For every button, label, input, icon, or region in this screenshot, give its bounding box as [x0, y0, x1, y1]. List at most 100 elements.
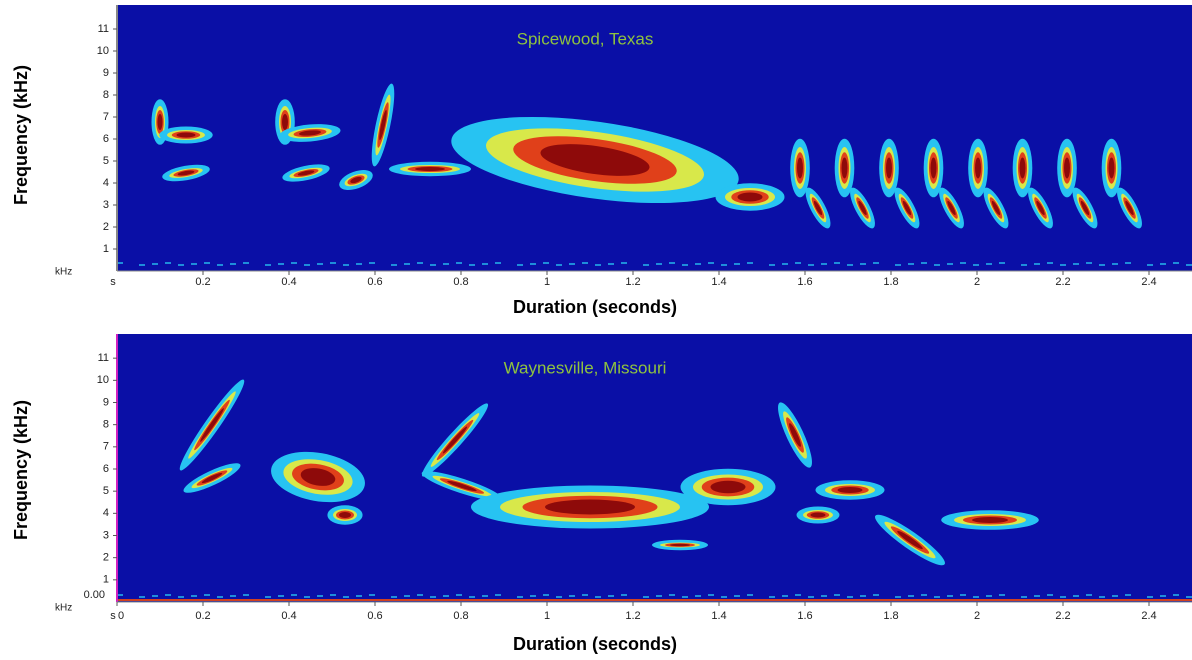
noise [278, 595, 284, 597]
x-tick-label: 1.6 [797, 610, 812, 622]
noise [708, 594, 714, 596]
noise [430, 596, 436, 598]
y-tick-label: 8 [103, 89, 109, 101]
noise [404, 595, 410, 597]
x-tick-label: 2.4 [1141, 276, 1156, 288]
noise [1073, 263, 1079, 265]
syllable [972, 517, 1008, 523]
x-tick-label: 0.4 [281, 276, 296, 288]
syllable [157, 114, 163, 130]
x-tick-label: 0.6 [367, 276, 382, 288]
noise [908, 263, 914, 265]
noise [782, 263, 788, 265]
y-axis-label: Frequency (kHz) [11, 65, 31, 205]
noise [999, 262, 1005, 264]
noise [417, 262, 423, 264]
noise [986, 595, 992, 597]
noise [343, 264, 349, 266]
syllable [810, 512, 826, 518]
noise [482, 595, 488, 597]
syllable [947, 200, 956, 216]
noise [847, 264, 853, 266]
x-tick-label: 0.8 [453, 276, 468, 288]
noise [469, 264, 475, 266]
noise [517, 264, 523, 266]
syllable [789, 423, 801, 447]
syllable [545, 499, 635, 515]
noise [569, 595, 575, 597]
y-tick-label: 7 [103, 441, 109, 453]
noise [960, 262, 966, 264]
noise [973, 596, 979, 598]
noise [834, 262, 840, 264]
y-tick-label: 3 [103, 529, 109, 541]
noise [243, 262, 249, 264]
syllable [975, 157, 981, 179]
noise [921, 594, 927, 596]
x-tick-label: 0 [118, 610, 124, 622]
noise [621, 594, 627, 596]
noise [808, 264, 814, 266]
noise [847, 596, 853, 598]
noise [895, 596, 901, 598]
noise [682, 264, 688, 266]
noise [543, 262, 549, 264]
noise [1034, 595, 1040, 597]
noise [860, 263, 866, 265]
noise [191, 263, 197, 265]
syllable [886, 157, 892, 179]
noise [330, 594, 336, 596]
y-tick-label: 1 [103, 243, 109, 255]
syllable [1125, 200, 1134, 216]
syllable [797, 157, 803, 179]
y-tick-label: 6 [103, 133, 109, 145]
syllable [1108, 157, 1115, 179]
noise [1060, 596, 1066, 598]
noise [178, 264, 184, 266]
x-tick-label: 2.2 [1055, 610, 1070, 622]
noise [582, 262, 588, 264]
x-tick-label: 0.2 [195, 610, 210, 622]
syllable [379, 109, 387, 141]
noise [1034, 263, 1040, 265]
noise [1021, 264, 1027, 266]
noise [821, 263, 827, 265]
y-tick-label: 7 [103, 111, 109, 123]
syllable [176, 132, 196, 138]
noise [278, 263, 284, 265]
x-tick-label: 1.4 [711, 276, 726, 288]
y-tick-label: 2 [103, 221, 109, 233]
syllable [1064, 157, 1070, 179]
noise [947, 263, 953, 265]
x-tick-label: 2.4 [1141, 610, 1156, 622]
y-tick-label: 5 [103, 155, 109, 167]
syllable [177, 170, 195, 176]
y-tick-label: 11 [98, 23, 109, 35]
spectrogram-energy [117, 83, 1192, 266]
noise [317, 595, 323, 597]
noise [291, 594, 297, 596]
noise [165, 594, 171, 596]
noise [369, 262, 375, 264]
noise [1147, 264, 1153, 266]
noise [960, 594, 966, 596]
noise [1073, 595, 1079, 597]
x-axis-label: Duration (seconds) [513, 297, 677, 317]
noise [873, 594, 879, 596]
noise-band [117, 599, 1192, 601]
y-unit: kHz [55, 267, 72, 278]
noise [999, 594, 1005, 596]
syllable [813, 200, 823, 216]
noise [495, 594, 501, 596]
y-tick-label: 2 [103, 552, 109, 564]
noise [1186, 264, 1192, 266]
syllable [1036, 200, 1045, 216]
noise [669, 594, 675, 596]
noise [808, 596, 814, 598]
noise [769, 596, 775, 598]
x-tick-label: 1.4 [711, 610, 726, 622]
y-tick-label: 5 [103, 485, 109, 497]
x-tick-label: 1.8 [883, 276, 898, 288]
x-tick-label: 1.2 [625, 610, 640, 622]
noise [1021, 596, 1027, 598]
